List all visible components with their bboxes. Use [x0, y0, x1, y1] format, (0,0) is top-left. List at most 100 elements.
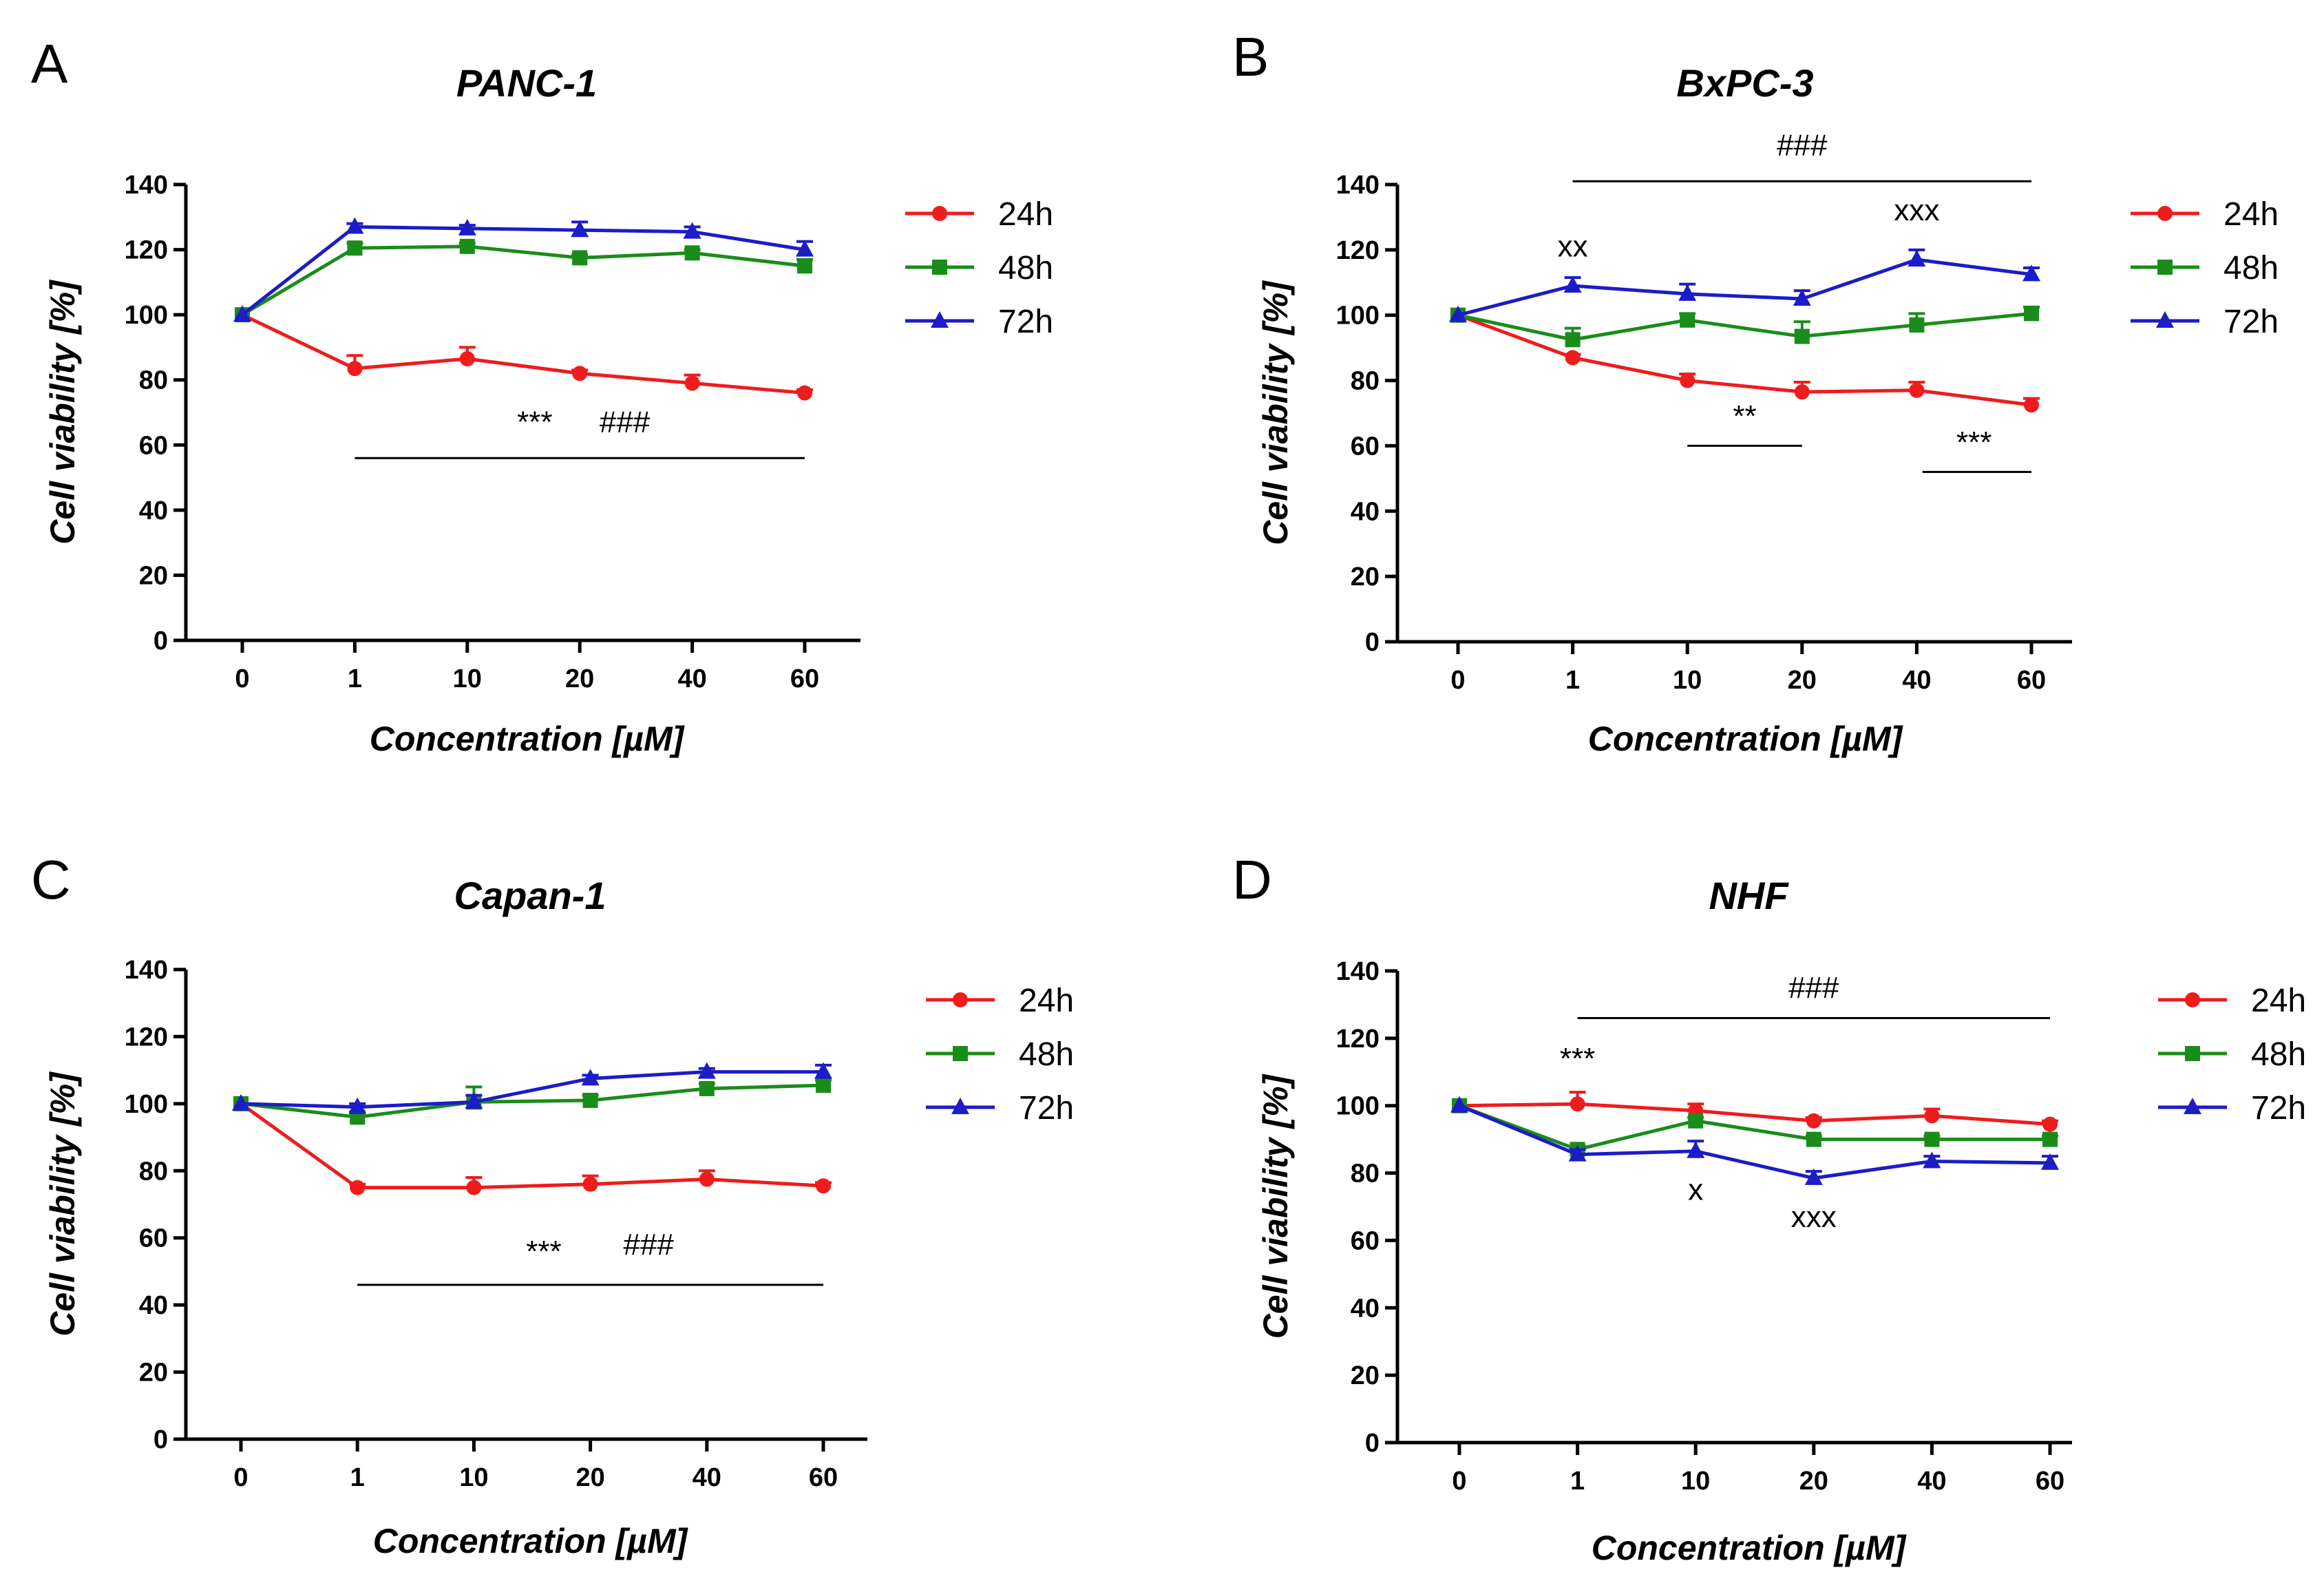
legend-marker-48h — [2185, 1046, 2200, 1061]
data-point-72h — [581, 1069, 600, 1086]
x-tick-label: 0 — [233, 1463, 248, 1492]
legend: 24h 48h 72h — [2131, 196, 2279, 340]
legend: 24h 48h 72h — [926, 983, 1074, 1127]
series-line-24h — [1457, 313, 2032, 407]
y-axis-title: Cell viability [%] — [43, 279, 82, 545]
x-tick-label: 40 — [693, 1463, 721, 1492]
data-point-24h — [816, 1178, 831, 1194]
chart-title: Capan-1 — [454, 874, 606, 917]
data-point-24h — [2024, 397, 2039, 413]
data-point-48h — [816, 1078, 831, 1093]
series-line-48h — [1459, 1104, 2050, 1151]
legend-marker-72h — [951, 1098, 969, 1114]
series-24h — [1452, 1091, 2058, 1132]
series-48h — [1452, 1098, 2058, 1158]
annotation: *** — [1956, 426, 1992, 459]
data-point-72h — [2041, 1153, 2059, 1170]
legend-marker-24h — [932, 206, 947, 221]
legend: 24h 48h 72h — [905, 196, 1053, 340]
data-point-72h — [348, 1097, 367, 1114]
data-point-24h — [350, 1180, 366, 1195]
data-point-72h — [458, 218, 476, 235]
data-point-48h — [1680, 312, 1696, 328]
annotation: xxx — [1894, 193, 1939, 227]
x-tick-label: 60 — [809, 1463, 838, 1492]
y-tick-label: 120 — [125, 1023, 168, 1051]
data-point-72h — [1923, 1151, 1941, 1169]
legend-label-72h: 72h — [2223, 304, 2279, 340]
x-tick-label: 10 — [1673, 666, 1702, 695]
legend-marker-72h — [2156, 311, 2174, 328]
x-axis-title: Concentration [µM] — [373, 1522, 689, 1560]
y-tick-label: 0 — [1365, 1429, 1380, 1458]
data-point-72h — [697, 1062, 716, 1079]
data-point-24h — [1570, 1096, 1585, 1112]
x-tick-label: 10 — [453, 664, 482, 693]
y-tick-label: 80 — [1351, 1160, 1380, 1189]
series-line-24h — [240, 1102, 824, 1190]
x-axis-title: Concentration [µM] — [370, 720, 686, 758]
legend-label-24h: 24h — [998, 196, 1053, 233]
x-tick-label: 10 — [459, 1463, 488, 1492]
data-point-24h — [459, 350, 475, 366]
x-tick-label: 60 — [790, 664, 819, 693]
y-tick-label: 120 — [1336, 236, 1380, 265]
y-tick-label: 60 — [139, 1224, 168, 1253]
y-tick-label: 20 — [139, 561, 168, 590]
data-point-48h — [1565, 332, 1581, 348]
data-point-72h — [1568, 1144, 1587, 1162]
data-point-72h — [796, 240, 814, 257]
x-tick-label: 0 — [235, 664, 249, 693]
x-tick-label: 1 — [348, 664, 362, 693]
x-tick-label: 1 — [1570, 1467, 1585, 1496]
chart-panel-a: A PANC-1 0 20 40 60 80 100 120 140 0 1 10 20 40 60 Conce… — [31, 33, 1053, 758]
annotation: xx — [1558, 229, 1588, 263]
data-point-72h — [571, 220, 589, 238]
y-tick-label: 0 — [154, 627, 168, 656]
data-point-72h — [1793, 289, 1811, 306]
series-line-24h — [1459, 1102, 2051, 1127]
y-tick-label: 20 — [1351, 563, 1380, 591]
annotation: x — [1688, 1173, 1703, 1207]
legend-label-48h: 48h — [2223, 250, 2279, 286]
y-tick-label: 140 — [125, 171, 168, 200]
data-point-72h — [1450, 1096, 1468, 1113]
data-point-24h — [1909, 382, 1925, 398]
data-point-48h — [1688, 1113, 1704, 1129]
data-point-72h — [232, 1093, 250, 1111]
y-tick-label: 120 — [125, 236, 168, 265]
series-72h — [1450, 1096, 2059, 1185]
data-point-24h — [582, 1176, 598, 1192]
y-tick-label: 20 — [1351, 1361, 1380, 1390]
chart-title: PANC-1 — [456, 61, 597, 105]
data-point-48h — [797, 258, 812, 274]
data-point-24h — [1794, 384, 1810, 400]
y-tick-label: 60 — [1351, 432, 1380, 461]
data-point-24h — [1565, 350, 1581, 366]
annotation: xxx — [1791, 1200, 1837, 1234]
annotation: ### — [1777, 128, 1828, 162]
panel-letter: C — [31, 849, 71, 910]
x-axis-title: Concentration [µM] — [1588, 720, 1904, 758]
chart-title: BxPC-3 — [1676, 61, 1813, 105]
data-point-24h — [572, 366, 588, 381]
series-line-48h — [240, 1083, 824, 1119]
data-point-72h — [683, 222, 701, 239]
y-tick-label: 0 — [154, 1425, 168, 1454]
y-tick-label: 40 — [139, 1291, 168, 1320]
data-point-24h — [1680, 373, 1696, 388]
x-tick-label: 0 — [1450, 666, 1465, 695]
legend-label-72h: 72h — [1019, 1090, 1074, 1127]
panel-letter: D — [1232, 849, 1272, 910]
legend-marker-24h — [953, 992, 968, 1007]
chart-title: NHF — [1709, 874, 1789, 917]
data-point-48h — [1806, 1131, 1821, 1147]
data-point-24h — [466, 1180, 482, 1195]
series-48h — [233, 1078, 832, 1125]
data-point-24h — [347, 361, 363, 377]
x-tick-label: 40 — [1917, 1467, 1946, 1496]
x-tick-label: 10 — [1681, 1467, 1710, 1496]
data-point-72h — [233, 305, 251, 322]
series-line-48h — [241, 244, 805, 317]
